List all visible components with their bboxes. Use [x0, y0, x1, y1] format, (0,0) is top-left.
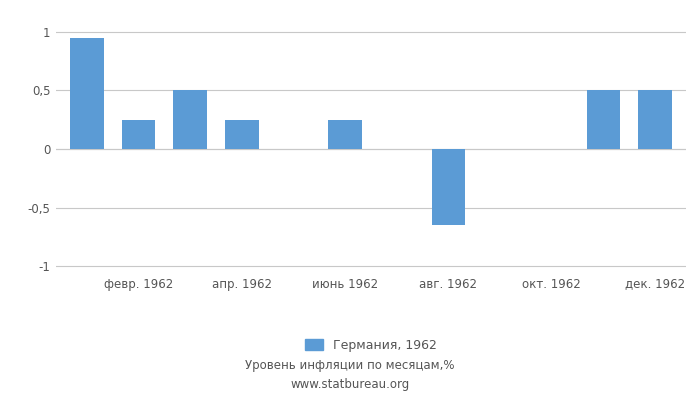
Legend: Германия, 1962: Германия, 1962: [300, 334, 442, 357]
Bar: [328, 120, 362, 149]
Bar: [432, 149, 466, 225]
Text: www.statbureau.org: www.statbureau.org: [290, 378, 410, 391]
Bar: [225, 120, 259, 149]
Bar: [638, 90, 672, 149]
Bar: [122, 120, 155, 149]
Bar: [174, 90, 207, 149]
Text: Уровень инфляции по месяцам,%: Уровень инфляции по месяцам,%: [245, 360, 455, 372]
Bar: [587, 90, 620, 149]
Bar: [70, 38, 104, 149]
